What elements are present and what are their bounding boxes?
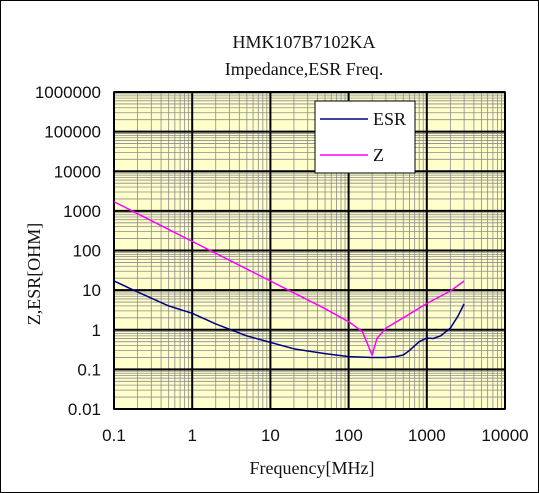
series-line-z: [113, 201, 465, 356]
legend-box: [314, 100, 416, 174]
chart-title: HMK107B7102KA: [232, 32, 375, 52]
y-tick-label: 1000000: [35, 83, 101, 102]
x-tick-label: 1000: [408, 426, 446, 445]
y-tick-label: 1: [92, 321, 101, 340]
x-tick-label: 100: [334, 426, 362, 445]
x-tick-label: 1: [187, 426, 196, 445]
y-tick-label: 10000: [54, 162, 101, 181]
x-tick-label: 0.1: [102, 426, 126, 445]
legend-z-label: Z: [373, 145, 384, 165]
plot-border: [113, 91, 506, 410]
series-layer: [113, 201, 465, 359]
x-tick-label: 10: [261, 426, 280, 445]
x-tick-label: 10000: [481, 426, 528, 445]
y-tick-label: 0.01: [68, 400, 101, 419]
y-tick-label: 0.1: [77, 360, 101, 379]
axis-layer: 0.1 1 10 100 1000 100000.010.1110100100010000…: [35, 83, 529, 445]
chart-subtitle: Impedance,ESR Freq.: [225, 59, 383, 79]
legend: ESR Z: [314, 100, 416, 174]
grid-layer: [113, 91, 506, 410]
series-line-esr: [113, 280, 465, 359]
y-axis-title: Z,ESR[OHM]: [24, 223, 44, 326]
y-tick-label: 1000: [63, 202, 101, 221]
x-axis-title: Frequency[MHz]: [250, 458, 375, 478]
y-tick-label: 100: [73, 242, 101, 261]
legend-esr-label: ESR: [373, 109, 406, 129]
y-tick-label: 100000: [44, 123, 101, 142]
y-tick-label: 10: [82, 281, 101, 300]
